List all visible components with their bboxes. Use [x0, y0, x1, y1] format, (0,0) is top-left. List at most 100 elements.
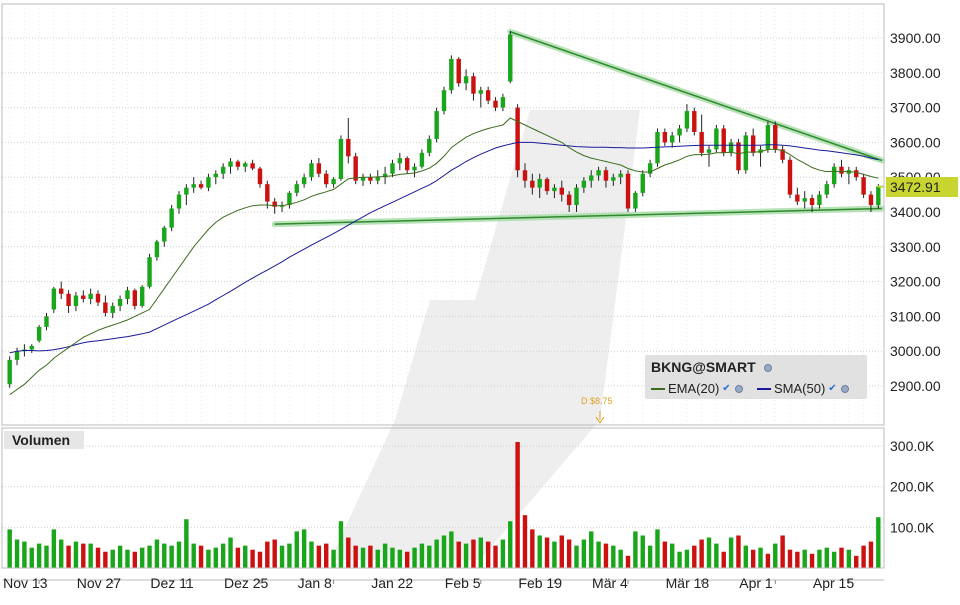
candle-body: [824, 184, 829, 195]
candle-body: [618, 173, 623, 178]
candle-body: [625, 173, 631, 209]
candle-body: [220, 166, 226, 174]
candle-body: [876, 186, 881, 206]
date-tick-label: Feb 19: [518, 575, 562, 591]
candle-body: [515, 107, 520, 171]
volume-bar: [596, 541, 601, 568]
candle-body: [331, 178, 336, 185]
candle-body: [7, 359, 12, 385]
price-tick-label: 3600.00: [890, 134, 941, 150]
volume-bar: [213, 547, 219, 568]
volume-bar: [780, 535, 785, 568]
sma50-line: [9, 141, 879, 354]
candle-body: [692, 111, 697, 132]
candle-body: [500, 97, 506, 108]
candle-body: [316, 163, 322, 174]
volume-bar: [88, 543, 93, 568]
candle-body: [404, 158, 410, 171]
volume-bar: [861, 545, 866, 568]
candle-body: [566, 194, 572, 206]
candle-body: [154, 241, 160, 258]
volume-bar: [559, 535, 564, 568]
volume-bar: [338, 521, 344, 568]
legend-ema[interactable]: EMA(20) ✔: [651, 381, 743, 396]
volume-bar: [831, 551, 837, 568]
price-tick-label: 3000.00: [890, 343, 941, 359]
volume-bar: [802, 549, 807, 568]
candle-body: [485, 90, 491, 101]
symbol-settings-icon[interactable]: [763, 364, 772, 372]
candle-body: [831, 166, 837, 185]
candle-body: [427, 138, 432, 153]
volume-bar: [655, 529, 660, 568]
volume-bar: [846, 549, 852, 568]
legend-sma[interactable]: SMA(50) ✔: [757, 381, 849, 396]
volume-bar: [824, 547, 829, 568]
candle-body: [198, 184, 204, 188]
candle-body: [581, 180, 587, 188]
candle-body: [559, 187, 564, 195]
volume-bar: [493, 545, 498, 568]
volume-bar: [95, 547, 101, 568]
candle-body: [257, 168, 263, 185]
candle-body: [382, 173, 388, 178]
volume-bar: [198, 545, 204, 568]
candle-body: [508, 34, 513, 82]
volume-bar: [552, 541, 557, 568]
legend-symbol: BKNG@SMART: [651, 359, 756, 375]
candle-body: [647, 163, 653, 174]
candle-body: [265, 184, 270, 202]
sma-settings-icon[interactable]: [840, 384, 849, 393]
volume-bar: [316, 545, 322, 568]
ema-settings-icon[interactable]: [734, 384, 743, 393]
candle-body: [817, 194, 822, 206]
candle-body: [743, 135, 749, 171]
volume-bar: [706, 537, 712, 568]
upper-trendline[interactable]: [510, 31, 883, 162]
candle-body: [441, 90, 447, 112]
ema-check-icon[interactable]: ✔: [722, 383, 731, 394]
volume-bar: [750, 549, 756, 568]
volume-bar: [22, 541, 27, 568]
volume-bar: [125, 549, 130, 568]
candle-body: [449, 58, 454, 91]
candle-body: [544, 178, 550, 192]
candle-body: [162, 227, 167, 242]
volume-bar: [434, 539, 439, 568]
candle-body: [471, 76, 476, 94]
volume-bar: [603, 543, 609, 568]
volume-bar: [228, 537, 233, 568]
volume-bar: [36, 543, 42, 568]
candle-body: [633, 192, 638, 209]
price-tick-label: 3400.00: [890, 204, 941, 220]
candle-body: [110, 305, 115, 313]
last-price-tag: 3472.91: [886, 177, 958, 197]
candle-body: [44, 316, 49, 327]
candle-body: [301, 177, 307, 185]
legend-sma-label: SMA(50): [774, 381, 826, 396]
date-tick-label: Mär 4: [592, 575, 628, 591]
volume-bar: [669, 543, 675, 568]
candle-body: [640, 173, 645, 193]
sma-check-icon[interactable]: ✔: [828, 383, 837, 394]
volume-bar: [441, 535, 447, 568]
volume-bar: [692, 545, 697, 568]
volume-bar: [59, 539, 64, 568]
lower-trendline[interactable]: [274, 207, 883, 225]
volume-bar: [184, 519, 189, 568]
volume-bar: [331, 549, 336, 568]
volume-bar: [382, 543, 388, 568]
candle-body: [736, 142, 741, 171]
volume-bar: [412, 547, 417, 568]
volume-bar: [581, 539, 587, 568]
candle-body: [29, 345, 34, 350]
volume-bar: [368, 545, 373, 568]
candle-body: [795, 194, 800, 202]
legend-box: BKNG@SMART EMA(20) ✔ SMA(50) ✔: [645, 355, 867, 399]
volume-tick-label: 200.0K: [890, 479, 935, 495]
volume-bar: [647, 545, 653, 568]
candle-body: [213, 173, 219, 178]
volume-bar: [162, 543, 167, 568]
volume-bar: [589, 531, 594, 568]
